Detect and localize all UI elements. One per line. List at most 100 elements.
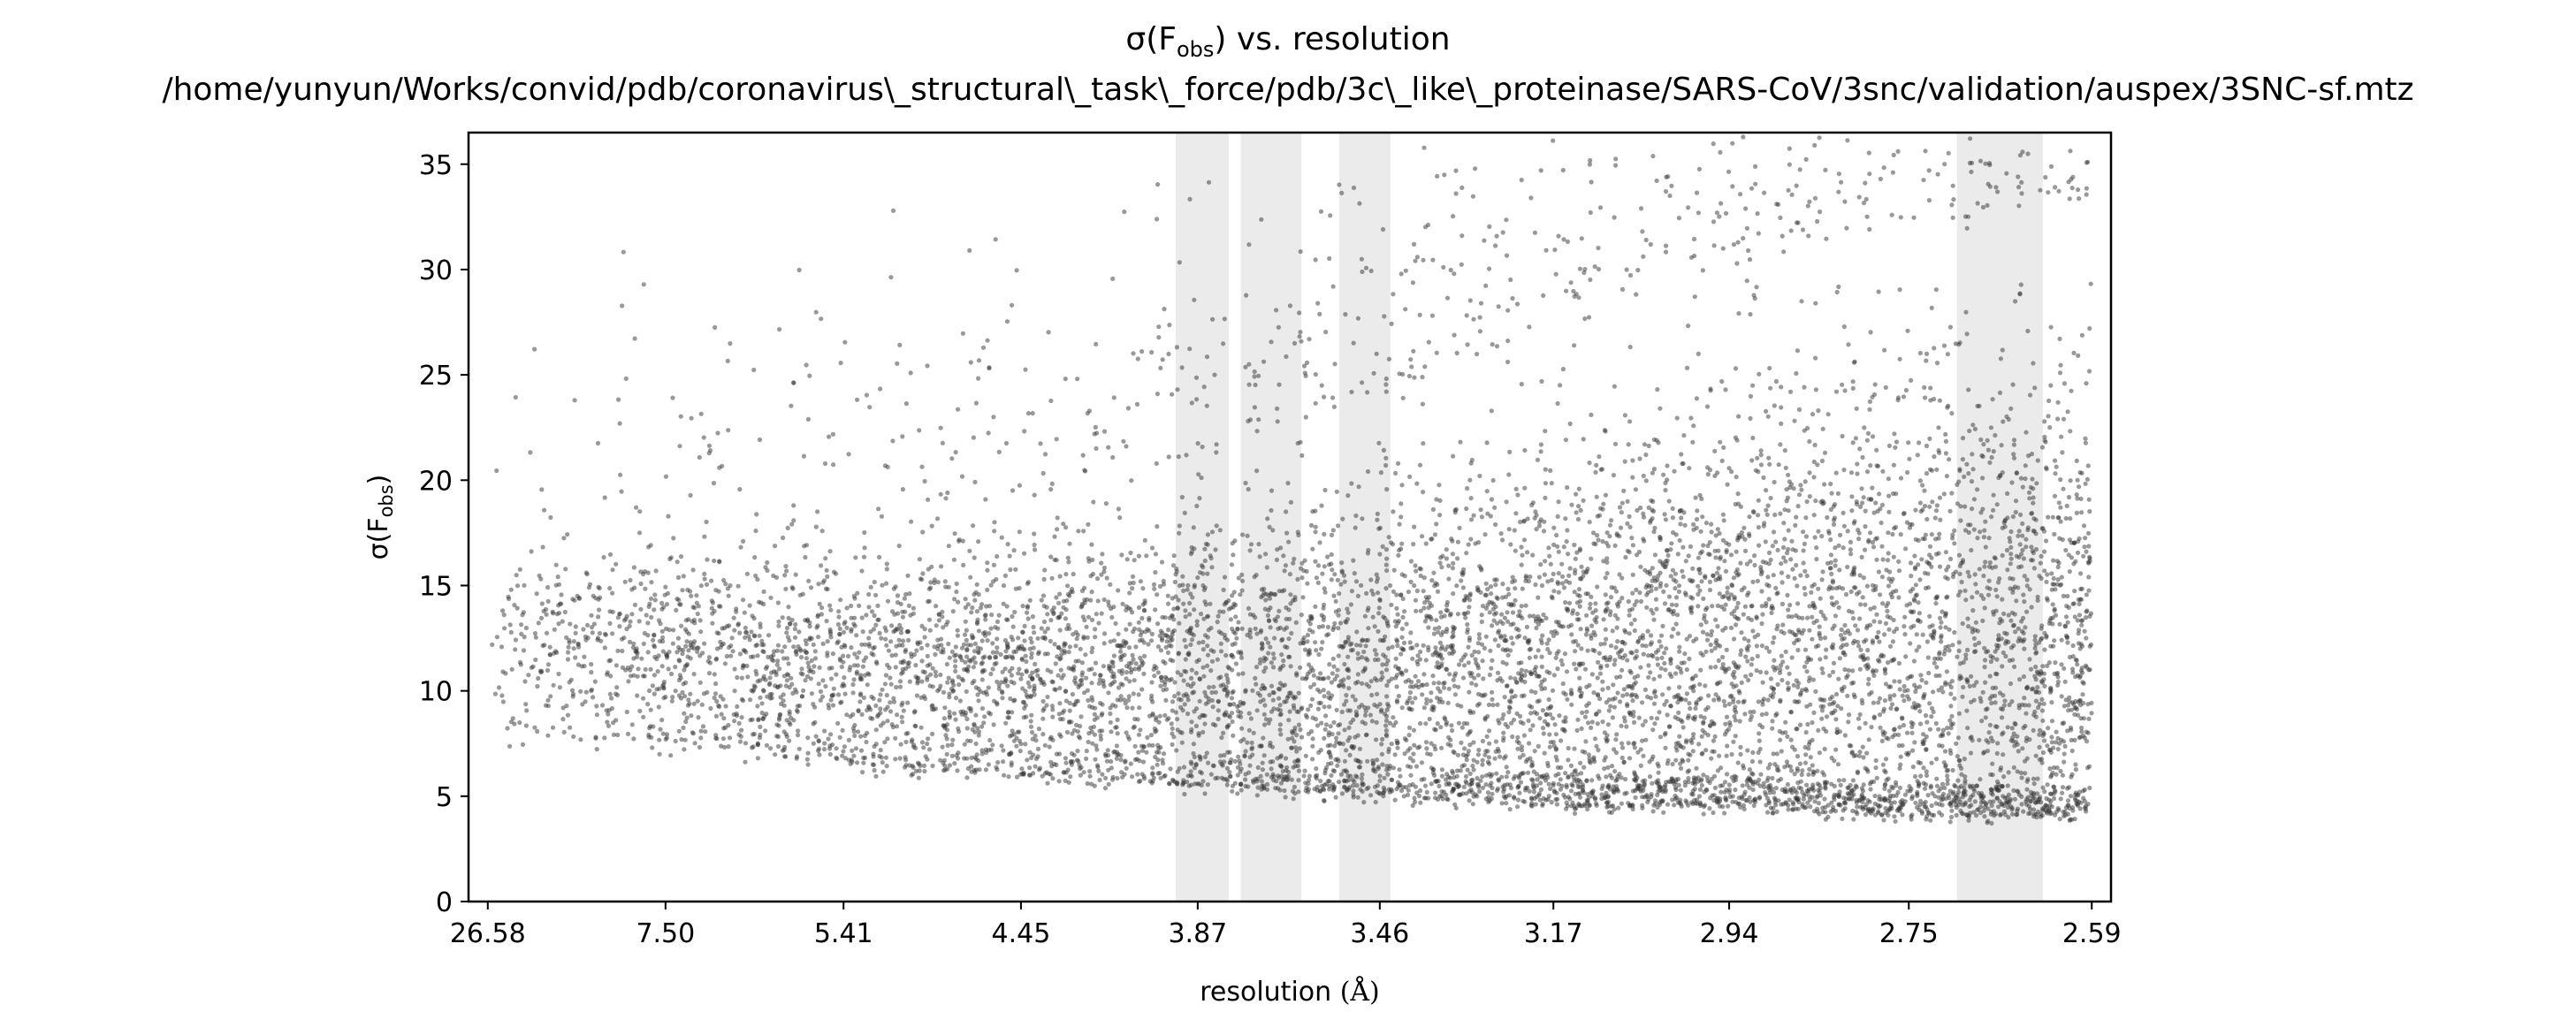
data-point bbox=[2067, 196, 2072, 202]
data-point bbox=[1228, 773, 1233, 779]
data-point bbox=[2065, 786, 2070, 791]
data-point bbox=[1967, 574, 1972, 579]
data-point bbox=[2056, 188, 2062, 194]
data-point bbox=[1748, 559, 1753, 564]
data-point bbox=[1731, 636, 1737, 642]
data-point bbox=[1661, 589, 1666, 595]
data-point bbox=[1433, 747, 1438, 752]
data-point bbox=[1063, 525, 1069, 530]
data-point bbox=[1047, 744, 1052, 750]
data-point bbox=[1466, 749, 1471, 754]
data-point bbox=[1035, 746, 1041, 752]
data-point bbox=[1528, 711, 1534, 716]
data-point bbox=[661, 679, 667, 685]
data-point bbox=[551, 611, 556, 616]
data-point bbox=[1265, 613, 1270, 619]
data-point bbox=[1270, 697, 1276, 703]
data-point bbox=[1361, 649, 1367, 655]
data-point bbox=[2086, 497, 2092, 502]
data-point bbox=[1535, 457, 1541, 462]
data-point bbox=[2032, 634, 2038, 639]
data-point bbox=[1050, 776, 1056, 781]
data-point bbox=[938, 425, 943, 430]
data-point bbox=[1057, 591, 1063, 597]
data-point bbox=[1836, 189, 1841, 194]
data-point bbox=[724, 653, 729, 659]
data-point bbox=[1310, 757, 1315, 762]
data-point bbox=[1272, 635, 1277, 641]
data-point bbox=[897, 684, 903, 689]
data-point bbox=[875, 603, 880, 609]
data-point bbox=[1624, 267, 1629, 272]
data-point bbox=[841, 629, 847, 635]
data-point bbox=[1033, 661, 1038, 667]
data-point bbox=[1708, 642, 1713, 648]
data-point bbox=[500, 699, 507, 704]
data-point bbox=[494, 468, 499, 474]
data-point bbox=[1987, 163, 1993, 168]
data-point bbox=[1836, 778, 1842, 783]
data-point bbox=[1801, 548, 1806, 553]
data-point bbox=[1286, 636, 1292, 642]
data-point bbox=[1636, 638, 1642, 643]
data-point bbox=[698, 728, 704, 734]
data-point bbox=[1764, 512, 1770, 517]
data-point bbox=[1165, 650, 1170, 656]
data-point bbox=[1812, 535, 1818, 540]
data-point bbox=[1478, 301, 1484, 306]
data-point bbox=[1574, 491, 1579, 497]
data-point bbox=[1418, 649, 1423, 655]
data-point bbox=[1785, 665, 1790, 670]
data-point bbox=[1543, 615, 1549, 621]
data-point bbox=[1947, 457, 1952, 462]
data-point bbox=[1218, 649, 1224, 654]
data-point bbox=[1546, 637, 1551, 643]
data-point bbox=[1415, 679, 1421, 684]
data-point bbox=[682, 711, 687, 716]
data-point bbox=[688, 691, 693, 696]
data-point bbox=[1354, 629, 1360, 635]
data-point bbox=[1949, 808, 1955, 813]
data-point bbox=[675, 635, 682, 641]
data-point bbox=[1694, 516, 1700, 522]
data-point bbox=[523, 702, 529, 707]
data-point bbox=[2002, 698, 2008, 704]
data-point bbox=[1308, 703, 1314, 709]
data-point bbox=[1575, 516, 1581, 522]
data-point bbox=[1274, 308, 1279, 313]
data-point bbox=[2082, 628, 2087, 634]
data-point bbox=[892, 612, 897, 617]
data-point bbox=[1414, 764, 1420, 769]
data-point bbox=[1564, 800, 1569, 805]
data-point bbox=[608, 674, 614, 679]
data-point bbox=[1032, 630, 1037, 635]
data-point bbox=[1269, 339, 1274, 345]
data-point bbox=[1754, 668, 1759, 674]
data-point bbox=[1574, 611, 1580, 617]
data-point bbox=[1640, 643, 1645, 648]
data-point bbox=[561, 729, 567, 735]
data-point bbox=[1178, 704, 1184, 711]
data-point bbox=[1613, 163, 1619, 168]
data-point bbox=[1437, 783, 1442, 789]
data-point bbox=[1595, 533, 1600, 538]
data-point bbox=[1461, 567, 1467, 573]
data-point bbox=[1880, 557, 1886, 562]
data-point bbox=[1642, 442, 1648, 447]
data-point bbox=[2035, 597, 2040, 603]
data-point bbox=[1797, 167, 1802, 172]
data-point bbox=[1957, 758, 1962, 764]
data-point bbox=[1046, 330, 1051, 335]
data-point bbox=[1201, 674, 1207, 679]
data-point bbox=[1485, 790, 1490, 795]
data-point bbox=[609, 696, 614, 701]
data-point bbox=[819, 605, 825, 611]
data-point bbox=[1505, 652, 1511, 658]
data-point bbox=[1124, 557, 1130, 562]
data-point bbox=[1154, 460, 1159, 467]
data-point bbox=[551, 682, 556, 688]
data-point bbox=[610, 567, 615, 573]
data-point bbox=[1298, 727, 1303, 733]
data-point bbox=[1772, 658, 1777, 663]
